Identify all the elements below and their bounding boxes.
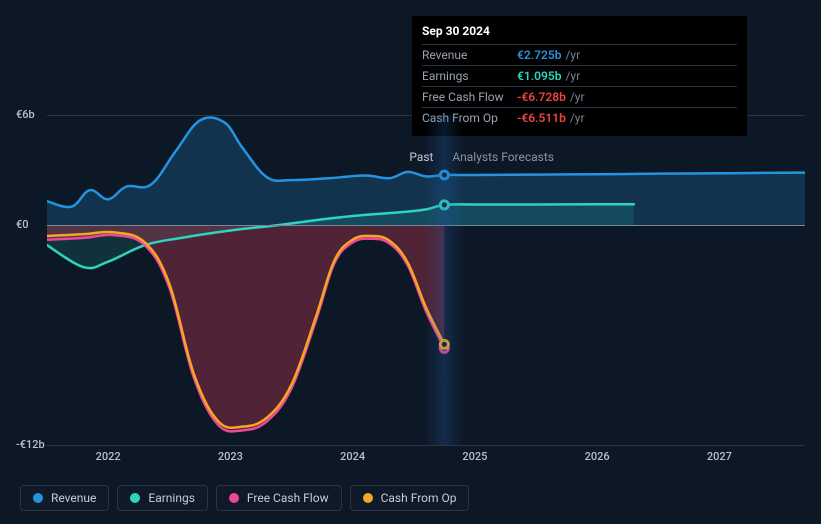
x-axis-labels: 2022 2023 2024 2025 2026 2027 — [47, 450, 805, 466]
legend-dot-icon — [229, 493, 239, 503]
tooltip-row: Revenue€2.725b /yr — [422, 44, 737, 65]
hover-marker-line — [424, 115, 464, 445]
tooltip-row: Cash From Op-€6.511b /yr — [422, 107, 737, 128]
tooltip-row-value: -€6.728b — [517, 90, 566, 104]
tooltip-row-unit: /yr — [565, 48, 580, 62]
legend-item-earnings[interactable]: Earnings — [117, 485, 208, 511]
tooltip-row: Earnings€1.095b /yr — [422, 65, 737, 86]
tooltip-row-value: €1.095b — [517, 69, 561, 83]
y-axis-label: -€12b — [16, 438, 45, 451]
y-axis-label: €0 — [16, 218, 29, 231]
legend-item-revenue[interactable]: Revenue — [20, 485, 109, 511]
legend-label: Free Cash Flow — [247, 491, 329, 505]
tooltip-row-label: Revenue — [422, 48, 517, 62]
legend-label: Cash From Op — [381, 491, 457, 505]
tooltip-row-label: Earnings — [422, 69, 517, 83]
tooltip-title: Sep 30 2024 — [422, 24, 737, 38]
legend-item-cfo[interactable]: Cash From Op — [350, 485, 470, 511]
tooltip-row-value: -€6.511b — [517, 111, 566, 125]
chart-container: €6b€0-€12b — [16, 115, 805, 445]
x-axis-label: 2022 — [96, 450, 121, 463]
tooltip-row-unit: /yr — [570, 111, 585, 125]
y-axis-label: €6b — [16, 108, 35, 121]
legend-label: Earnings — [148, 491, 195, 505]
x-axis-label: 2027 — [707, 450, 732, 463]
tooltip-row: Free Cash Flow-€6.728b /yr — [422, 86, 737, 107]
legend-dot-icon — [363, 493, 373, 503]
forecast-label: Analysts Forecasts — [452, 150, 554, 164]
tooltip-row-value: €2.725b — [517, 48, 561, 62]
chart-legend: Revenue Earnings Free Cash Flow Cash From O… — [20, 485, 469, 511]
x-axis-label: 2026 — [585, 450, 610, 463]
x-axis-label: 2025 — [462, 450, 487, 463]
x-axis-label: 2024 — [340, 450, 365, 463]
tooltip-row-unit: /yr — [565, 69, 580, 83]
gridline — [47, 445, 805, 446]
tooltip-rows: Revenue€2.725b /yrEarnings€1.095b /yrFre… — [422, 44, 737, 128]
tooltip-row-unit: /yr — [570, 90, 585, 104]
x-axis-label: 2023 — [218, 450, 243, 463]
legend-label: Revenue — [51, 491, 96, 505]
tooltip-row-label: Free Cash Flow — [422, 90, 517, 104]
legend-dot-icon — [33, 493, 43, 503]
legend-dot-icon — [130, 493, 140, 503]
legend-item-fcf[interactable]: Free Cash Flow — [216, 485, 342, 511]
